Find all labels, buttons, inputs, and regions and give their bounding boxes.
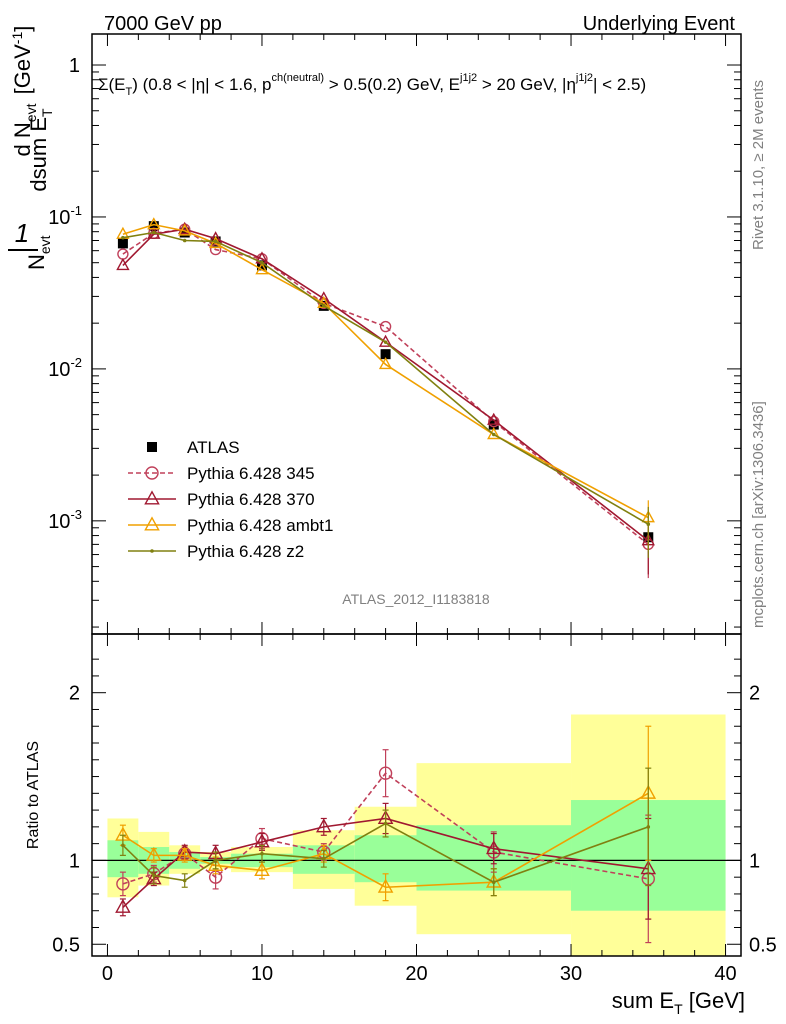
- ratio-point: [377, 878, 394, 893]
- y-tick-label: 1: [69, 850, 80, 872]
- legend-marker: [144, 490, 160, 505]
- x-tick-label: 0: [102, 963, 113, 985]
- ratio-point: [491, 880, 496, 885]
- data-point: [487, 427, 501, 440]
- legend-marker: [144, 516, 160, 531]
- data-point: [209, 243, 222, 256]
- data-point: [487, 412, 501, 425]
- plot-title: Σ(ET) (0.8 < |η| < 1.6, pch(neutral) > 0…: [98, 72, 646, 98]
- ratio-point: [121, 843, 125, 848]
- ratio-panel: 0 10 20 30 40 0.5 0.5 1 1 2 2: [52, 633, 777, 985]
- ratio-point: [254, 861, 270, 876]
- y-tick-label: 1: [69, 55, 80, 77]
- data-point: [148, 221, 159, 232]
- data-point: [378, 356, 393, 370]
- data-point: [383, 340, 388, 344]
- header-left: 7000 GeV pp: [104, 13, 222, 35]
- data-point: [321, 304, 326, 308]
- data-point: [646, 522, 651, 527]
- data-point: [182, 238, 187, 243]
- ratio-point: [115, 898, 131, 913]
- data-point: [147, 217, 161, 230]
- ylabel-unit: [GeV-1]: [9, 26, 35, 95]
- legend-label: Pythia 6.428 370: [187, 490, 315, 509]
- data-point: [379, 320, 392, 333]
- ratio-point: [182, 878, 187, 883]
- data-point: [491, 432, 496, 437]
- series-line: [122, 228, 649, 542]
- data-point: [380, 349, 391, 360]
- ratio-point: [116, 877, 130, 891]
- rivet-label: Rivet 3.1.10, ≥ 2M events: [750, 80, 767, 250]
- ratio-point: [321, 856, 326, 861]
- ratio-point: [146, 846, 162, 861]
- data-point: [256, 260, 267, 271]
- data-point: [117, 238, 128, 249]
- legend-label: Pythia 6.428 ambt1: [187, 516, 333, 535]
- mcplots-label: mcplots.cern.ch [arXiv:1306.3436]: [750, 401, 767, 628]
- ylabel-den: dsum ET: [26, 108, 55, 192]
- data-point: [179, 227, 190, 238]
- main-panel: 10-3 10-2 10-1 1 ATLAS Pythia 6.428 345 Pythia…: [48, 33, 742, 635]
- analysis-tag: ATLAS_2012_I1183818: [342, 591, 490, 607]
- x-tick-label: 30: [560, 963, 582, 985]
- y-tick-label: 2: [749, 683, 760, 705]
- x-tick-label: 10: [251, 963, 273, 985]
- y-tick-label: 10-2: [48, 355, 82, 381]
- y-tick-label: 2: [69, 683, 80, 705]
- legend-label: ATLAS: [187, 438, 240, 457]
- y-tick-label: 10-3: [48, 507, 82, 533]
- legend-label: Pythia 6.428 z2: [187, 542, 304, 561]
- ratio-point: [207, 856, 224, 871]
- legend: ATLAS Pythia 6.428 345 Pythia 6.428 370 Pyt…: [128, 438, 333, 561]
- legend-marker: [147, 442, 157, 452]
- main-y-axis-label: 1 Nevt d Nevt dsum ET [GeV-1]: [8, 26, 55, 270]
- header-right: Underlying Event: [583, 13, 736, 35]
- data-point: [116, 257, 130, 271]
- ratio-point: [152, 873, 156, 878]
- data-point: [178, 221, 192, 234]
- ratio-y-axis-label: Ratio to ATLAS: [25, 741, 42, 849]
- ylabel-one: 1: [15, 218, 29, 248]
- data-point: [213, 239, 218, 244]
- legend-label: Pythia 6.428 345: [187, 464, 315, 483]
- x-tick-label: 40: [714, 963, 736, 985]
- data-point: [260, 260, 264, 265]
- y-tick-label: 1: [749, 850, 760, 872]
- y-tick-label: 10-1: [48, 203, 82, 229]
- ratio-point: [646, 825, 651, 829]
- legend-marker: [145, 466, 159, 480]
- ratio-point: [260, 851, 264, 856]
- ratio-point: [316, 818, 332, 833]
- legend-marker: [150, 549, 154, 553]
- ratio-point: [213, 858, 218, 863]
- ratio-point: [485, 840, 502, 855]
- y-tick-label: 0.5: [749, 934, 777, 956]
- ratio-point: [378, 766, 393, 780]
- data-point: [178, 223, 192, 236]
- y-tick-label: 0.5: [52, 934, 80, 956]
- data-point: [121, 235, 125, 240]
- x-tick-label: 20: [405, 963, 427, 985]
- ratio-point: [176, 846, 193, 861]
- data-point: [255, 262, 269, 275]
- data-point: [488, 415, 500, 428]
- series-line: [122, 223, 649, 519]
- x-axis-label: sum ET [GeV]: [612, 988, 745, 1017]
- data-point: [152, 230, 156, 235]
- ratio-point: [383, 821, 388, 826]
